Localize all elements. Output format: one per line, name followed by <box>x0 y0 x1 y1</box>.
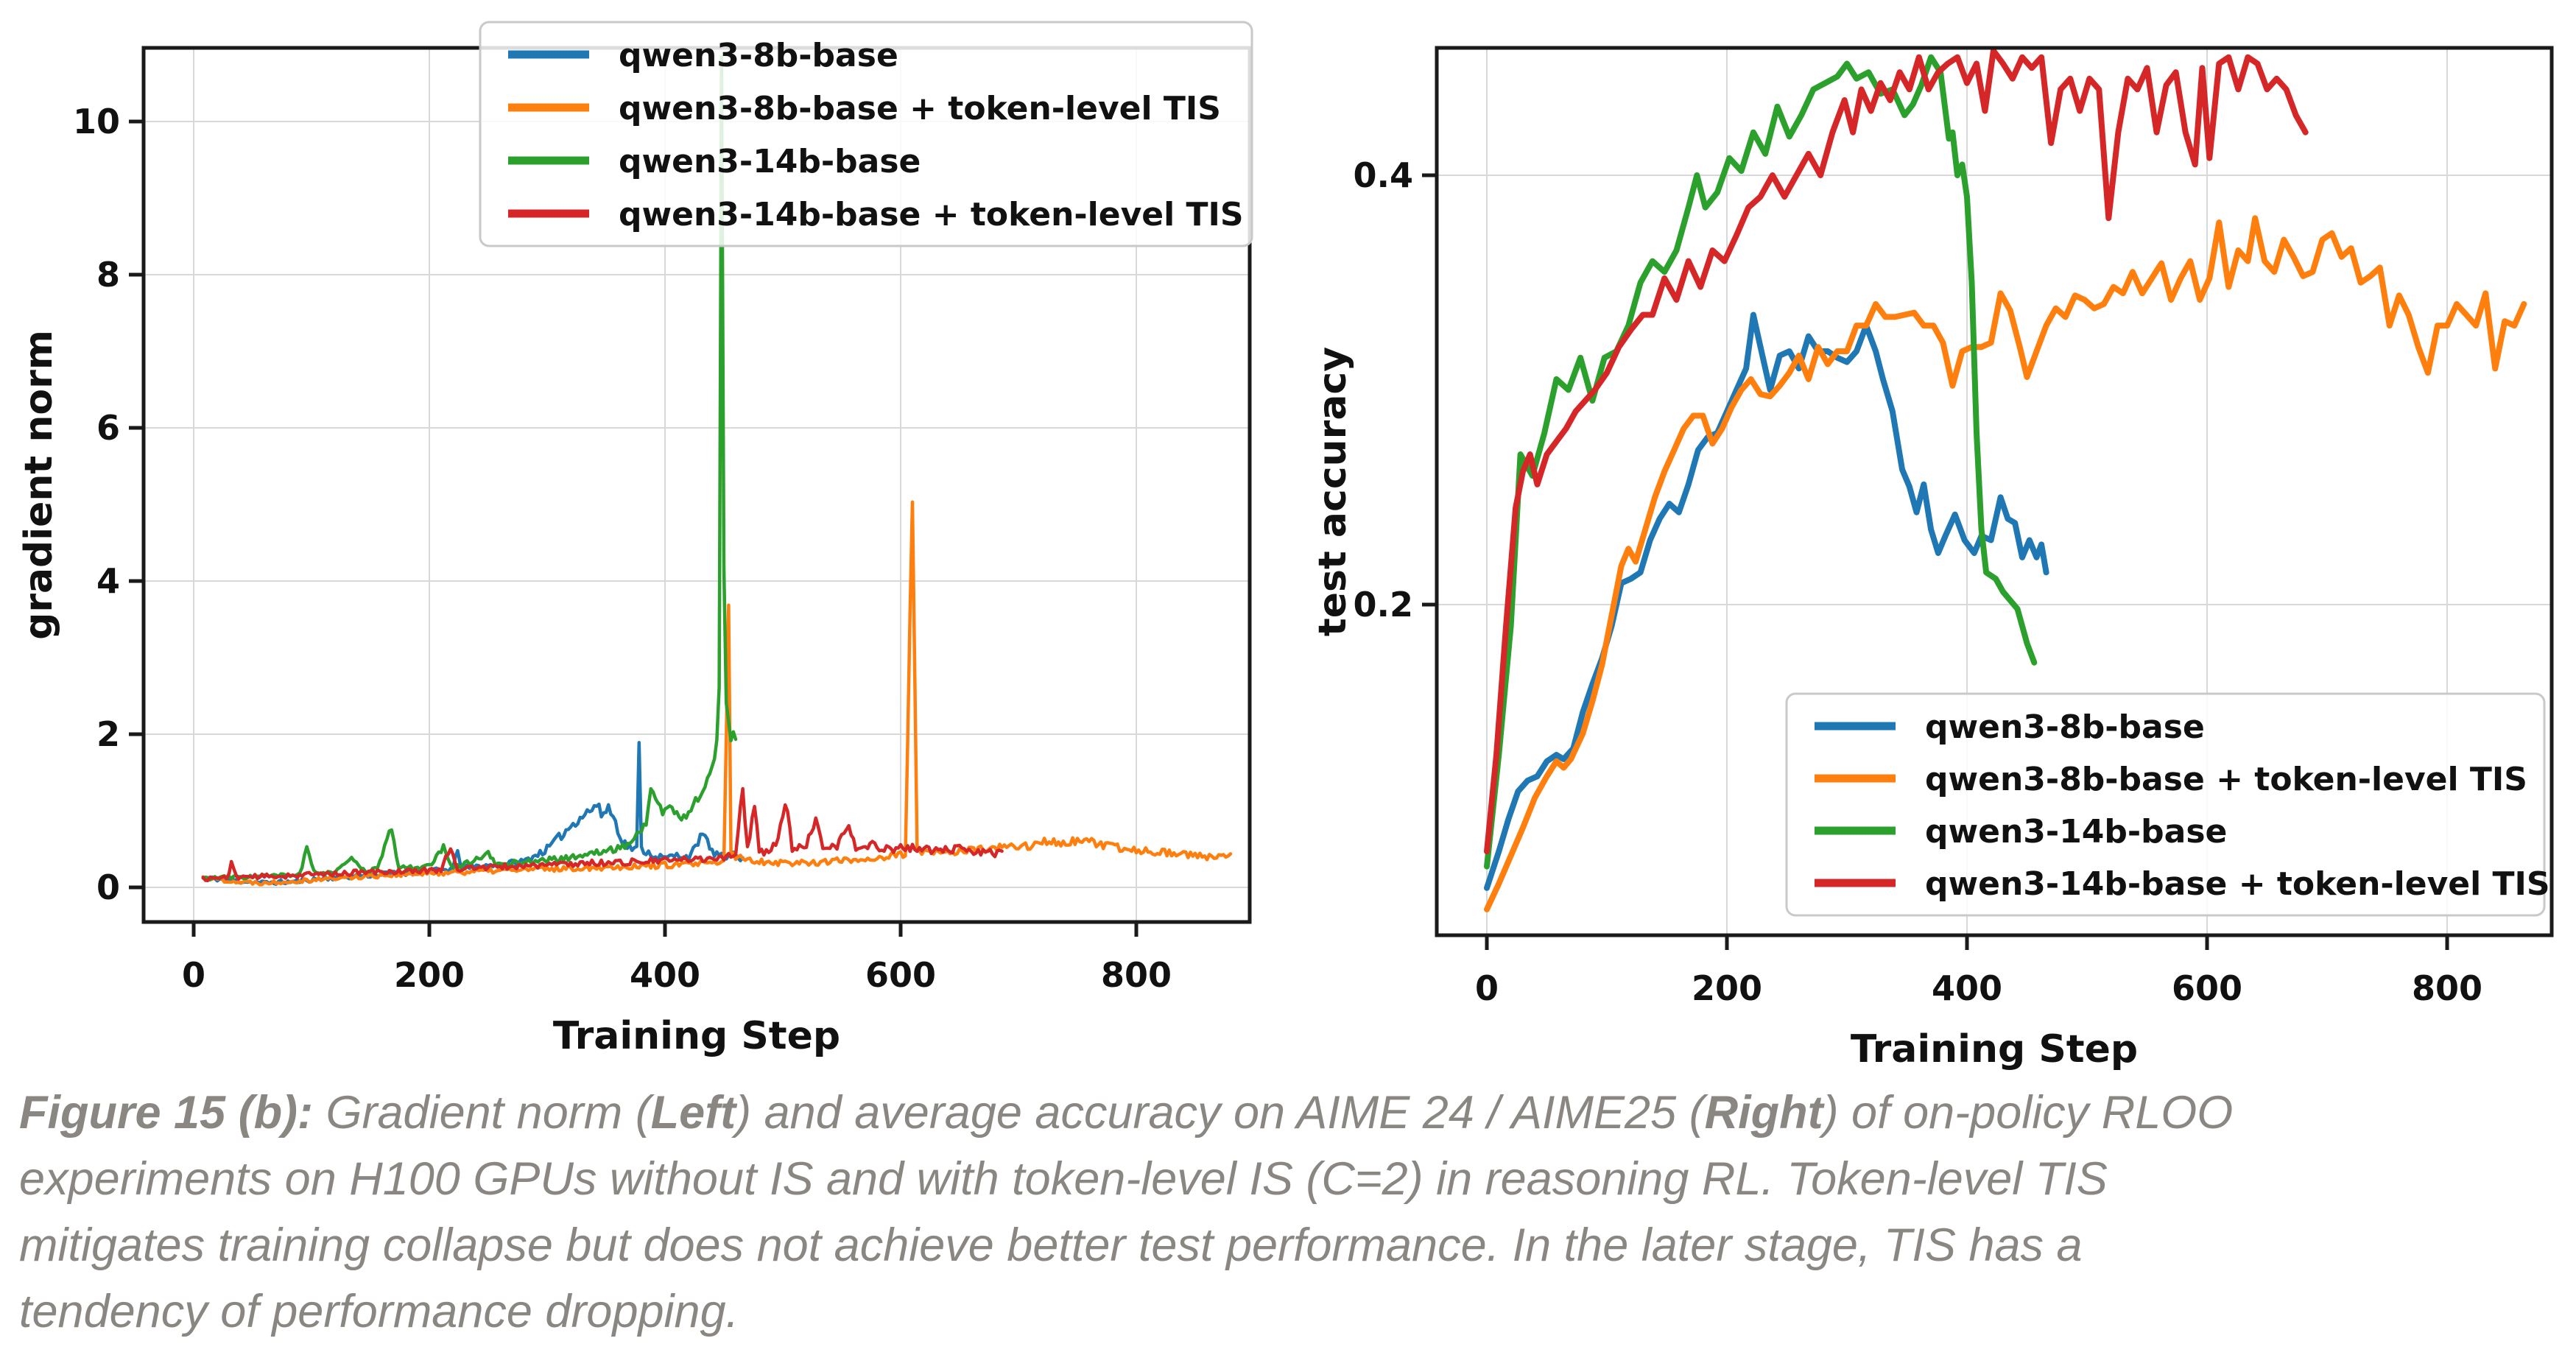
caption-text: mitigates training collapse but does not… <box>19 1220 2083 1271</box>
x-axis-label: Training Step <box>553 1014 840 1058</box>
legend-label: qwen3-14b-base + token-level TIS <box>619 196 1244 233</box>
x-tick-label: 800 <box>2412 968 2482 1008</box>
x-tick-label: 0 <box>1475 968 1499 1008</box>
x-axis-label: Training Step <box>1851 1027 2138 1071</box>
caption-text: Left <box>650 1087 736 1138</box>
series-line-qwen3-8b-base-token-level-tis <box>201 500 1233 887</box>
x-tick-label: 0 <box>182 955 205 995</box>
series-line-qwen3-14b-base-token-level-tis <box>201 786 1004 883</box>
x-tick-label: 600 <box>865 955 936 995</box>
x-tick-label: 600 <box>2172 968 2242 1008</box>
caption-text: Gradient norm ( <box>325 1087 651 1138</box>
caption-text: tendency of performance dropping. <box>19 1286 739 1337</box>
caption-line: Figure 15 (b): Gradient norm (Left) and … <box>19 1080 2552 1146</box>
legend-box <box>479 21 1253 247</box>
legend-label: qwen3-8b-base + token-level TIS <box>1925 761 2527 798</box>
x-tick-label: 400 <box>1932 968 2002 1008</box>
caption-line: tendency of performance dropping. <box>19 1278 2552 1345</box>
y-axis-label: gradient norm <box>17 330 61 640</box>
series-line-qwen3-8b-base <box>1484 312 2049 891</box>
caption-line: mitigates training collapse but does not… <box>19 1212 2552 1278</box>
y-tick-label: 4 <box>96 561 120 601</box>
series-line-qwen3-8b-base-token-level-tis <box>1484 215 2527 912</box>
y-tick-label: 0.4 <box>1354 155 1414 195</box>
figure-caption: Figure 15 (b): Gradient norm (Left) and … <box>19 1080 2552 1345</box>
y-tick-label: 10 <box>73 102 120 141</box>
charts-row: 0 200 400 600 800 0 2 4 6 8 10 Training Step gradien… <box>17 21 2554 1071</box>
plot-border <box>1435 46 2554 937</box>
x-tick-label: 200 <box>394 955 465 995</box>
gradient-norm-chart: 0 200 400 600 800 0 2 4 6 8 10 Training Step gradien… <box>17 21 1253 1058</box>
x-tick-label: 200 <box>1692 968 1762 1008</box>
legend-label: qwen3-14b-base + token-level TIS <box>1925 865 2550 903</box>
x-tick-label: 400 <box>630 955 700 995</box>
caption-text: ) of on-policy RLOO <box>1823 1087 2234 1138</box>
legend-label: qwen3-8b-base + token-level TIS <box>619 90 1221 127</box>
y-tick-label: 8 <box>96 255 120 295</box>
caption-text: Right <box>1704 1087 1823 1138</box>
y-axis-label: test accuracy <box>1311 347 1355 636</box>
x-tick-label: 800 <box>1101 955 1172 995</box>
legend-label: qwen3-14b-base <box>1925 813 2227 851</box>
y-tick-label: 6 <box>96 408 120 448</box>
caption-line: experiments on H100 GPUs without IS and … <box>19 1146 2552 1212</box>
y-tick-label: 2 <box>96 714 120 754</box>
caption-text: experiments on H100 GPUs without IS and … <box>19 1153 2108 1205</box>
caption-text: Figure 15 (b): <box>19 1087 326 1138</box>
y-tick-label: 0.2 <box>1354 585 1414 624</box>
test-accuracy-chart: 0 200 400 600 800 0.2 0.4 Training Step test acc… <box>1311 46 2554 1071</box>
legend-label: qwen3-8b-base <box>619 37 898 74</box>
legend-label: qwen3-8b-base <box>1925 708 2205 746</box>
legend-label: qwen3-14b-base <box>619 143 921 180</box>
caption-text: ) and average accuracy on AIME 24 / AIME… <box>736 1087 1705 1138</box>
series-line-qwen3-14b-base-token-level-tis <box>1484 47 2309 855</box>
y-tick-label: 0 <box>96 867 120 907</box>
legend-box <box>1785 692 2546 917</box>
